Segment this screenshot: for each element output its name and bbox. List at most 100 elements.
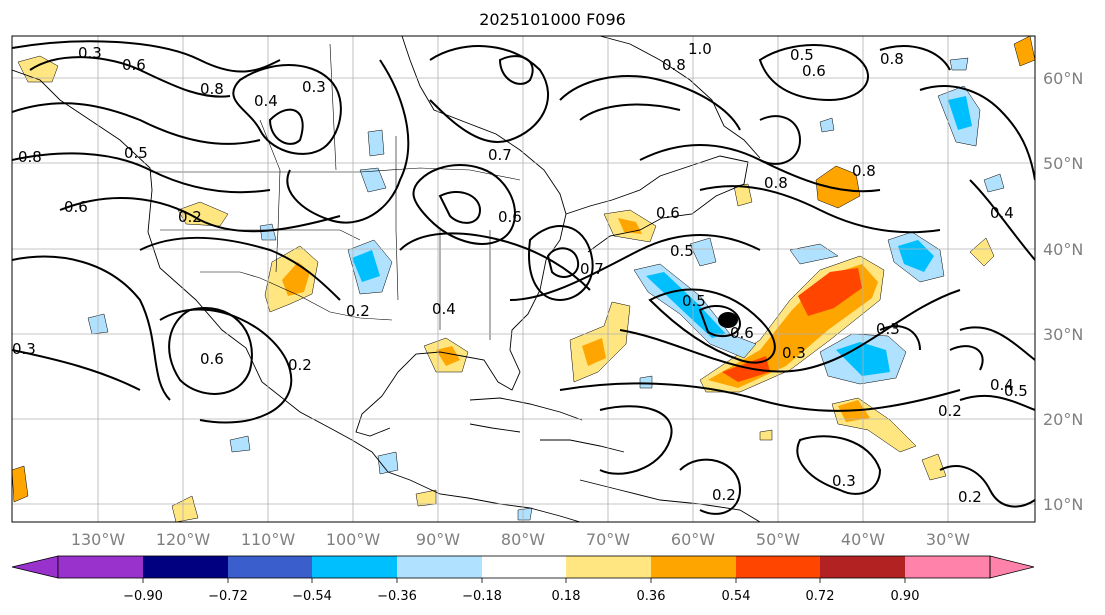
contour-label: 0.5: [790, 46, 814, 64]
contour-label: 0.4: [990, 204, 1014, 222]
contour-label: 0.2: [288, 356, 312, 374]
shade-yellow: [921, 453, 947, 481]
lon-label: 80°W: [501, 530, 545, 549]
colorbar-tick-label: 0.18: [552, 589, 581, 604]
contour-label: 0.5: [1004, 382, 1028, 400]
shade-blue: [689, 237, 717, 267]
contour-label: 0.4: [990, 376, 1014, 394]
shade-yellow: [969, 237, 995, 267]
contour-label: 0.3: [12, 340, 36, 358]
coastlines: [12, 36, 761, 522]
shade-yellow: [759, 429, 773, 441]
contour-label: 0.6: [122, 56, 146, 74]
contour-label: 0.8: [18, 148, 42, 166]
contour-label: 0.3: [876, 320, 900, 338]
contour-label: 0.3: [302, 78, 326, 96]
shade-orange: [582, 338, 606, 366]
contour-label: 0.8: [200, 80, 224, 98]
shade-yellow: [177, 201, 229, 227]
colorbar-outline: [57, 555, 991, 579]
colorbar-segment: [736, 556, 820, 578]
colorbar-tick-label: 0.36: [637, 589, 666, 604]
shade-yellow: [171, 495, 199, 522]
contour-label: 0.6: [656, 204, 680, 222]
lat-label: 60°N: [1043, 69, 1083, 88]
contour-label: 0.8: [852, 162, 876, 180]
contour-label: 0.2: [346, 302, 370, 320]
shade-blue: [789, 243, 839, 265]
contour-label: 0.2: [712, 486, 736, 504]
graticule: [12, 36, 1035, 522]
colorbar-tick-label: −0.54: [292, 589, 332, 604]
longitude-labels: 130°W 120°W 110°W 100°W 90°W 80°W 70°W 6…: [71, 530, 970, 549]
shade-blue: [352, 250, 380, 282]
colorbar-segment: [651, 556, 736, 578]
shade-orange: [618, 218, 642, 234]
lat-label: 20°N: [1043, 410, 1083, 429]
shade-orange: [815, 165, 861, 209]
map-area: [12, 36, 1035, 522]
shade-blue: [983, 173, 1005, 193]
low-center-marker: [718, 312, 738, 328]
lon-label: 70°W: [586, 530, 630, 549]
contour-label: 0.5: [682, 292, 706, 310]
colorbar-segment: [228, 556, 312, 578]
colorbar-segment: [482, 556, 566, 578]
lon-label: 110°W: [241, 530, 296, 549]
shade-blue: [367, 129, 385, 157]
colorbar-tick-label: −0.18: [462, 589, 502, 604]
shade-orange: [436, 346, 460, 366]
colorbar-segment: [820, 556, 905, 578]
shade-blue: [949, 57, 969, 71]
lat-label: 10°N: [1043, 495, 1083, 514]
contour-label: 0.2: [958, 488, 982, 506]
contour-label: 0.5: [670, 242, 694, 260]
contour-label-layer: 0.3 0.6 0.8 0.4 0.3 0.8 0.6 0.2 0.7 0.6 …: [12, 40, 1028, 506]
map-frame: [11, 35, 1036, 523]
contour-label: 0.8: [764, 174, 788, 192]
shade-blue: [819, 117, 835, 133]
lon-label: 130°W: [71, 530, 126, 549]
contour-label: 0.2: [938, 402, 962, 420]
shade-yellow: [12, 465, 29, 503]
colorbar-segment: [566, 556, 651, 578]
colorbar-low-extend: [11, 555, 59, 579]
lon-label: 120°W: [156, 530, 211, 549]
contour-label: 0.3: [782, 344, 806, 362]
shade-orange: [282, 262, 310, 296]
colorbar-tick-label: −0.72: [208, 589, 248, 604]
shade-blue: [229, 435, 251, 453]
lon-label: 50°W: [756, 530, 800, 549]
colorbar-tick-label: −0.36: [377, 589, 417, 604]
shade-yellow: [1013, 36, 1035, 67]
shading-layer: [12, 36, 1035, 522]
colorbar-segment: [905, 556, 990, 578]
contour-label: 0.2: [178, 208, 202, 226]
contour-label: 0.3: [832, 472, 856, 490]
colorbar-tick-label: 0.54: [722, 589, 751, 604]
contour-label: 0.6: [498, 208, 522, 226]
contour-label: 0.4: [432, 300, 456, 318]
shade-blue: [377, 451, 399, 475]
map-title: 2025101000 F096: [479, 10, 626, 29]
contour-label: 0.7: [580, 260, 604, 278]
shade-blue: [898, 240, 934, 272]
shade-blue: [359, 167, 387, 193]
lat-label: 50°N: [1043, 154, 1083, 173]
latitude-labels: 60°N 50°N 40°N 30°N 20°N 10°N: [1043, 69, 1083, 514]
lon-label: 30°W: [926, 530, 970, 549]
colorbar-ticks: [142, 578, 906, 583]
contour-label: 0.7: [488, 146, 512, 164]
contour-label: 0.4: [254, 92, 278, 110]
colorbar-segment: [58, 556, 143, 578]
colorbar-tick-label: 0.90: [891, 589, 920, 604]
contour-label: 0.6: [200, 350, 224, 368]
contour-label: 1.0: [688, 40, 712, 58]
contour-label: 0.5: [124, 144, 148, 162]
colorbar-segment: [143, 556, 228, 578]
contour-label: 0.6: [802, 62, 826, 80]
lon-label: 40°W: [841, 530, 885, 549]
colorbar-tick-label: −0.90: [123, 589, 163, 604]
lon-label: 100°W: [326, 530, 381, 549]
